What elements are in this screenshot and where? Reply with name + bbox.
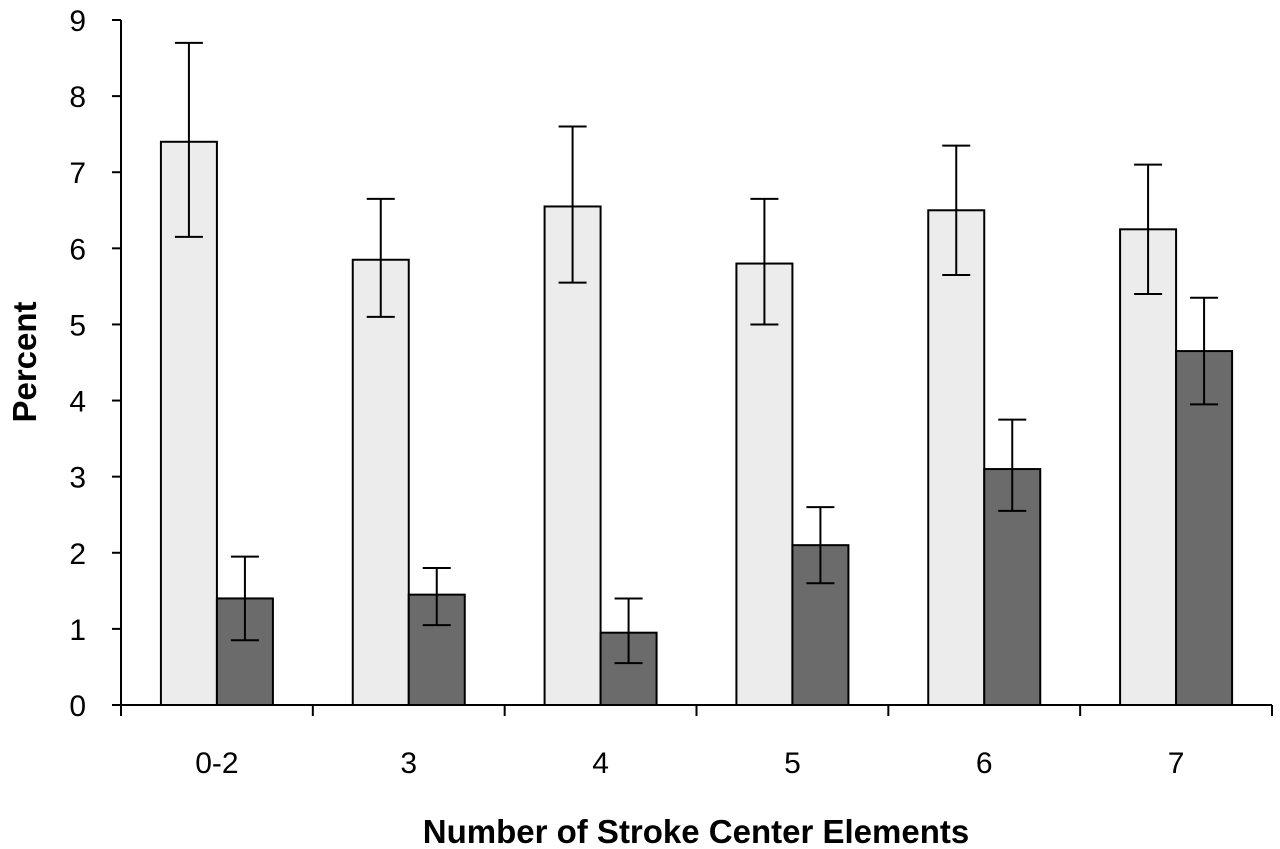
y-tick-label: 2 [69,538,86,571]
x-tick-label-3: 3 [400,747,417,780]
error-bar-s2-5 [806,506,835,585]
error-bar-s1-6 [942,144,971,276]
y-tick-label: 3 [69,462,86,495]
y-tick-label: 6 [69,233,86,266]
error-bar-s1-0-2 [174,41,203,238]
y-tick-label: 8 [69,81,86,114]
y-tick-label: 0 [69,690,86,723]
error-bar-s1-3 [366,197,395,318]
x-tick-label-6: 6 [976,747,993,780]
axis-ticks: 0 1 2 3 4 5 6 7 8 9 0-2 3 4 5 6 7 [69,5,1273,780]
x-tick-label-0-2: 0-2 [195,747,238,780]
x-tick-label-4: 4 [592,747,609,780]
y-tick-label: 4 [69,386,86,419]
error-bar-s2-0-2 [230,555,259,642]
bar-s1-6 [927,209,986,706]
y-tick-label: 5 [69,309,86,342]
bar-s1-7 [1119,228,1178,707]
x-tick-label-5: 5 [784,747,801,780]
y-tick-label: 9 [69,5,86,38]
error-bar-s2-7 [1190,296,1219,406]
y-tick-label: 7 [69,157,86,190]
bar-s1-4 [543,205,602,706]
error-bar-s1-7 [1134,163,1163,295]
y-axis-title: Percent [6,301,43,422]
bar-s1-5 [735,262,794,706]
y-tick-label: 1 [69,614,86,647]
bar-s1-3 [351,258,410,706]
x-tick-label-7: 7 [1168,747,1185,780]
x-axis-title: Number of Stroke Center Elements [423,813,969,849]
error-bar-s2-3 [422,567,451,627]
chart-marks [159,41,1234,707]
error-bar-s2-6 [998,418,1027,512]
error-bar-s2-4 [614,597,643,665]
error-bar-s1-5 [750,197,779,326]
bar-s2-7 [1175,350,1234,706]
error-bar-s1-4 [558,125,587,284]
